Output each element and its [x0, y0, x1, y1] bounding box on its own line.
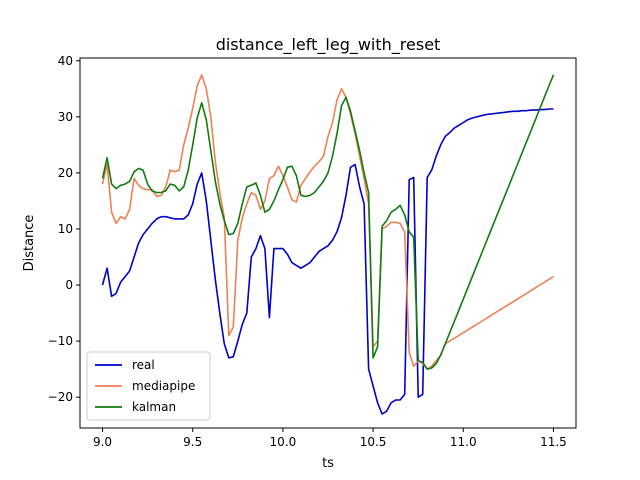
x-tick-label: 11.5 [540, 435, 567, 449]
x-tick-label: 10.0 [270, 435, 297, 449]
x-tick-label: 9.0 [93, 435, 112, 449]
y-tick-label: −10 [48, 334, 73, 348]
chart-title: distance_left_leg_with_reset [216, 35, 441, 55]
legend-label-real: real [132, 358, 155, 372]
y-tick-label: 40 [58, 54, 73, 68]
y-axis: −20 −10 0 10 20 30 40 [48, 54, 80, 404]
x-tick-label: 11.0 [450, 435, 477, 449]
y-tick-label: 0 [65, 278, 73, 292]
legend-items: real mediapipe kalman [95, 358, 195, 414]
legend: real mediapipe kalman [86, 351, 211, 421]
legend-label-kalman: kalman [132, 400, 176, 414]
legend-label-mediapipe: mediapipe [132, 379, 195, 393]
legend-box [86, 351, 211, 421]
series-layer [101, 74, 555, 415]
series-line-kalman [101, 74, 555, 370]
y-tick-label: 30 [58, 110, 73, 124]
y-tick-label: 10 [58, 222, 73, 236]
y-tick-label: 20 [58, 166, 73, 180]
plot-frame [79, 57, 577, 429]
series-line-real [101, 108, 554, 415]
plot-area: 9.0 9.5 10.0 10.5 11.0 11.5 −20 −10 0 10 20 30 40 [48, 54, 577, 449]
x-axis: 9.0 9.5 10.0 10.5 11.0 11.5 [93, 428, 567, 449]
y-tick-label: −20 [48, 390, 73, 404]
x-tick-label: 9.5 [183, 435, 202, 449]
x-axis-label: ts [322, 456, 334, 471]
series-line-mediapipe [101, 74, 554, 370]
x-tick-label: 10.5 [360, 435, 387, 449]
y-axis-label: Distance [22, 215, 37, 272]
